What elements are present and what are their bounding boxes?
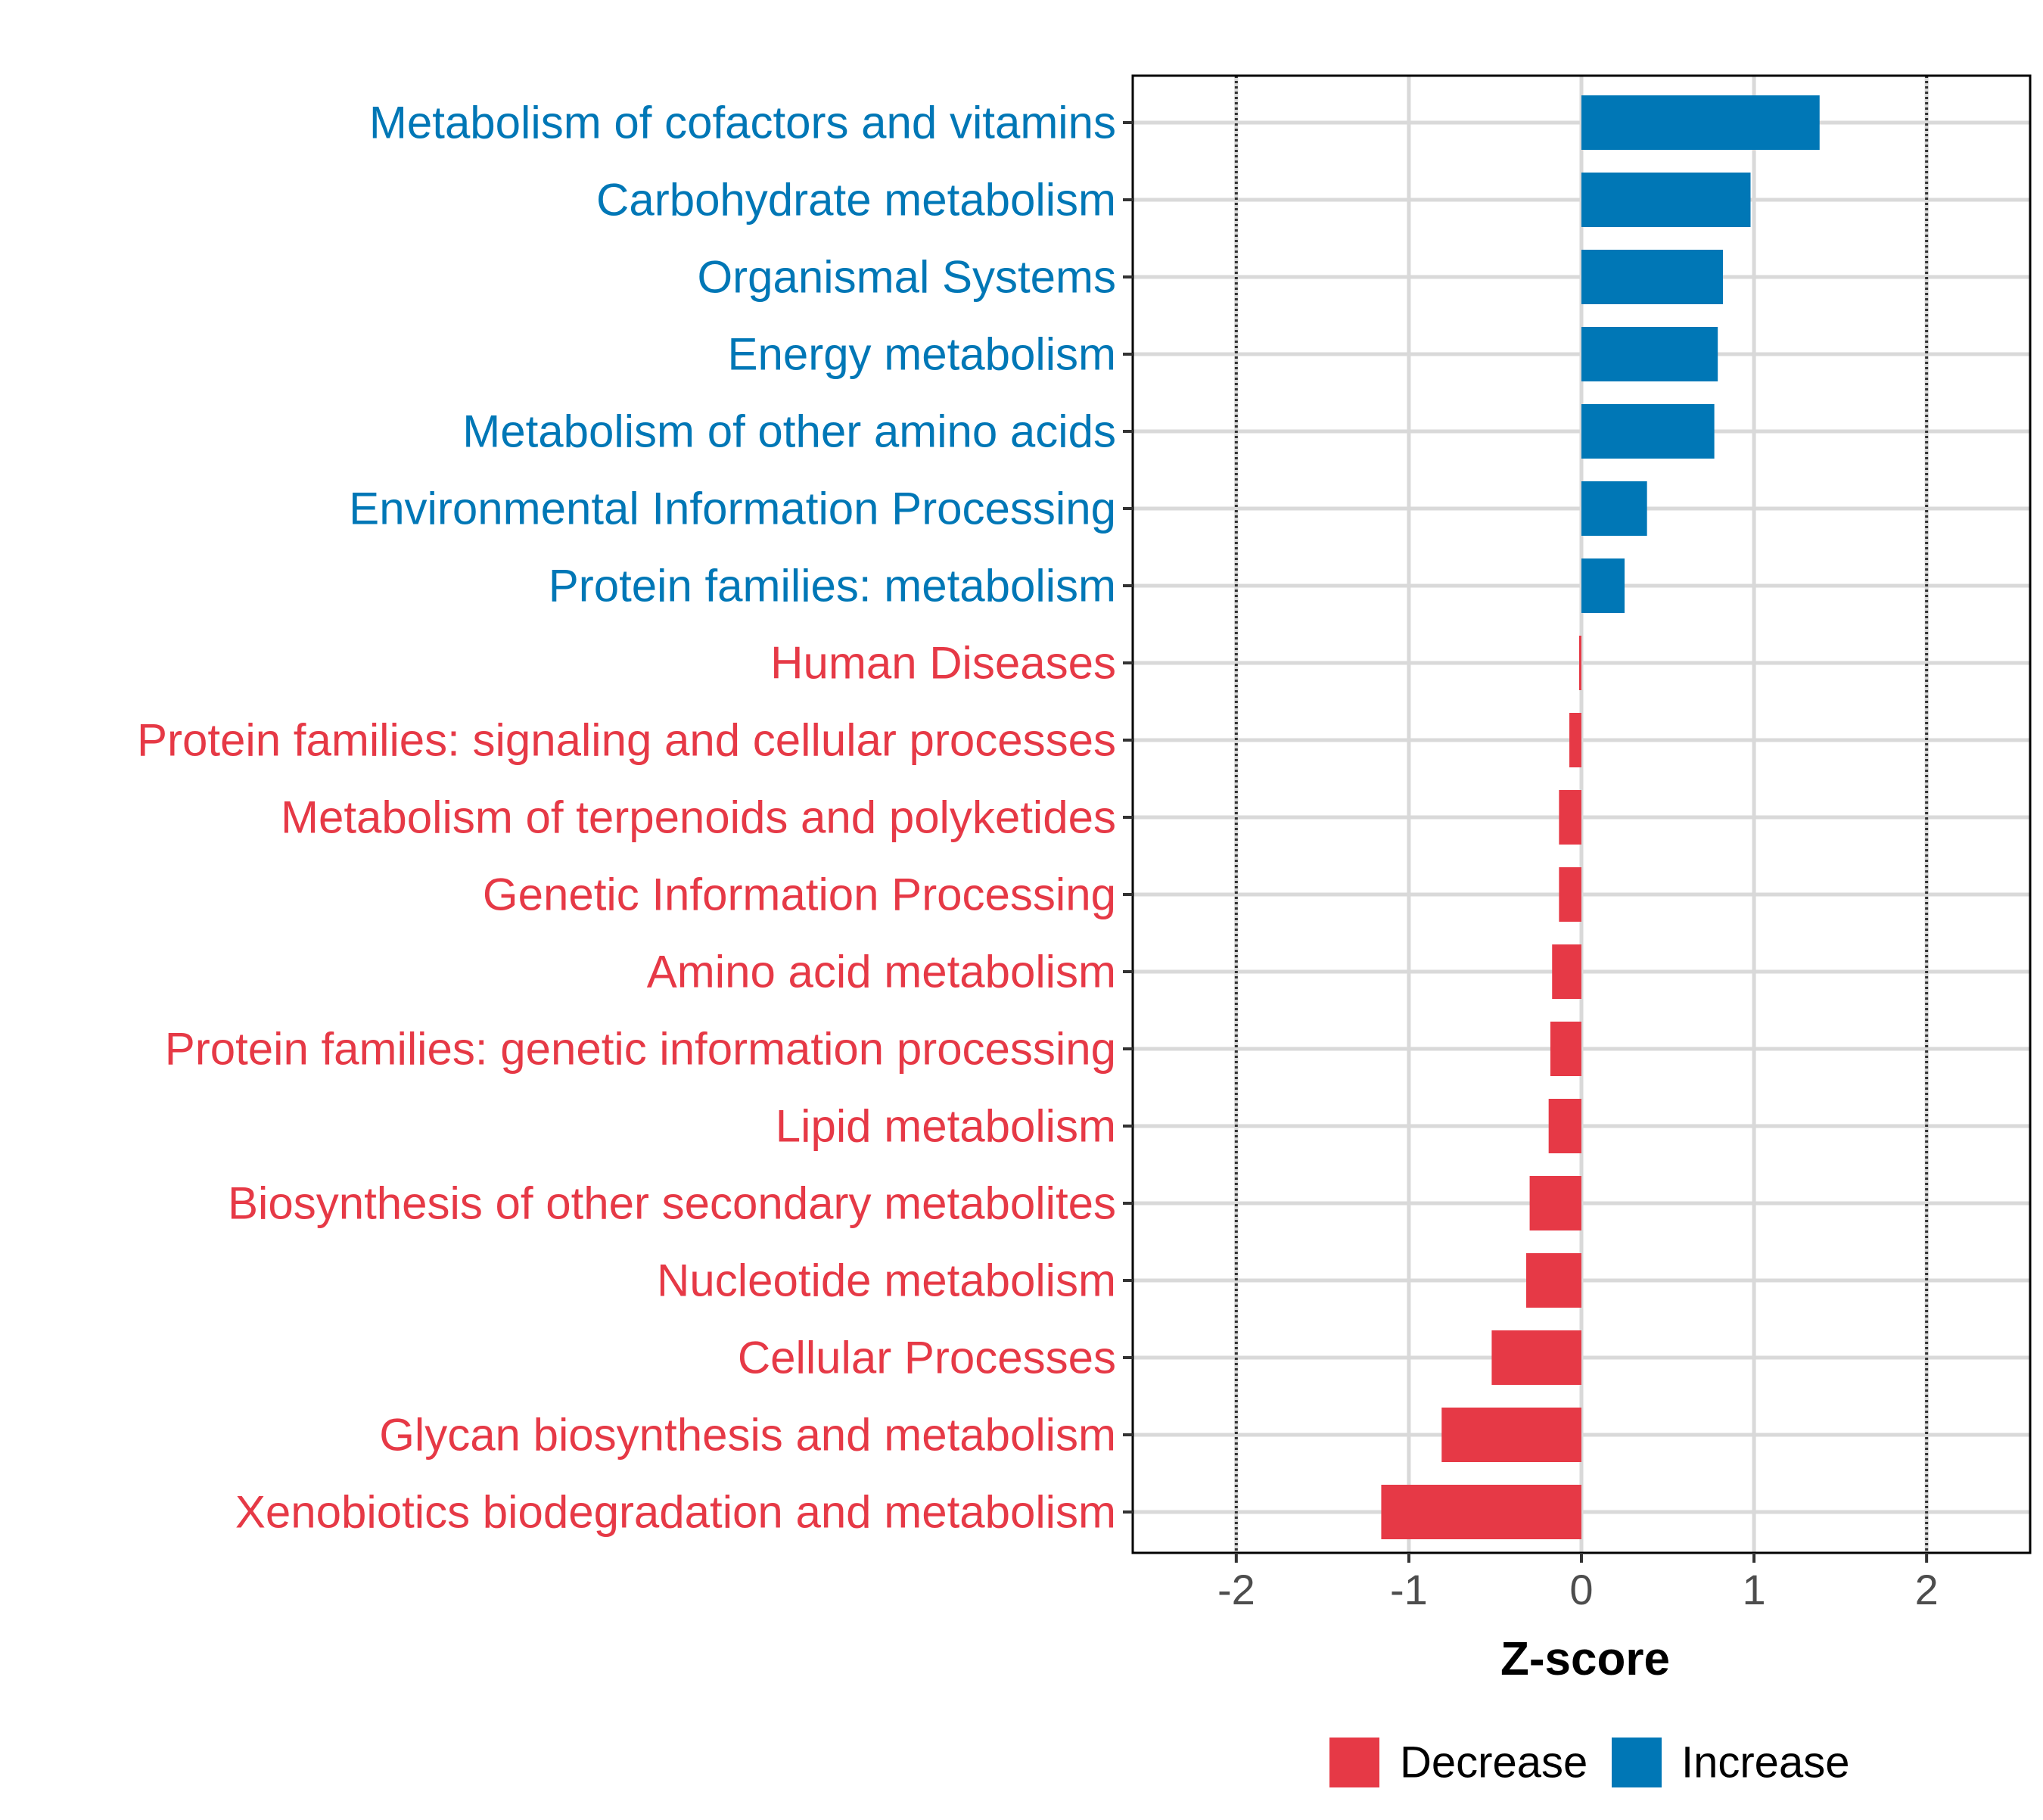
legend-key-decrease <box>1329 1738 1379 1787</box>
labels-layer: Metabolism of cofactors and vitamins Carb… <box>137 98 1116 1538</box>
bar-decrease <box>1552 944 1581 999</box>
bar-increase <box>1581 327 1718 381</box>
category-label: Xenobiotics biodegradation and metabolis… <box>235 1487 1116 1538</box>
category-label: Genetic Information Processing <box>483 870 1116 920</box>
category-label: Nucleotide metabolism <box>657 1255 1116 1306</box>
bar-decrease <box>1548 1099 1581 1153</box>
legend-label-increase: Increase <box>1681 1738 1849 1787</box>
category-label: Cellular Processes <box>738 1333 1116 1383</box>
bar-increase <box>1581 95 1820 150</box>
category-label: Amino acid metabolism <box>647 947 1116 997</box>
category-label: Protein families: signaling and cellular… <box>137 715 1116 766</box>
axis-layer: -2 -1 0 1 2 <box>1123 121 1939 1613</box>
bar-decrease <box>1569 713 1581 767</box>
x-tick-label: 1 <box>1742 1566 1765 1613</box>
legend: Decrease Increase <box>1329 1738 1849 1787</box>
bar-decrease <box>1579 636 1581 690</box>
category-label: Organismal Systems <box>698 252 1116 303</box>
bars-layer <box>1381 95 1820 1539</box>
category-label: Protein families: metabolism <box>549 561 1116 611</box>
category-label: Human Diseases <box>770 638 1116 689</box>
category-label: Environmental Information Processing <box>349 484 1116 534</box>
category-label: Protein families: genetic information pr… <box>165 1024 1116 1075</box>
category-label: Lipid metabolism <box>776 1101 1116 1152</box>
x-tick-label: 2 <box>1915 1566 1939 1613</box>
bar-decrease <box>1529 1176 1581 1230</box>
legend-label-decrease: Decrease <box>1400 1738 1587 1787</box>
category-label: Metabolism of other amino acids <box>462 406 1116 457</box>
bar-increase <box>1581 481 1647 536</box>
category-label: Carbohydrate metabolism <box>596 175 1116 226</box>
bar-increase <box>1581 173 1751 227</box>
legend-key-increase <box>1612 1738 1662 1787</box>
bar-decrease <box>1491 1330 1581 1385</box>
x-tick-label: 0 <box>1569 1566 1593 1613</box>
bar-decrease <box>1559 867 1581 922</box>
bar-decrease <box>1559 790 1581 845</box>
x-axis-title: Z-score <box>1500 1633 1670 1685</box>
category-label: Metabolism of terpenoids and polyketides <box>281 792 1116 843</box>
category-label: Biosynthesis of other secondary metaboli… <box>228 1178 1116 1229</box>
bar-increase <box>1581 404 1715 459</box>
bar-decrease <box>1526 1253 1581 1308</box>
bar-decrease <box>1550 1022 1581 1076</box>
bar-increase <box>1581 250 1724 304</box>
x-tick-label: -1 <box>1390 1566 1428 1613</box>
bar-decrease <box>1381 1485 1581 1539</box>
category-label: Metabolism of cofactors and vitamins <box>369 98 1116 148</box>
category-label: Energy metabolism <box>727 329 1116 380</box>
bar-decrease <box>1441 1408 1581 1462</box>
bar-increase <box>1581 558 1625 613</box>
category-label: Glycan biosynthesis and metabolism <box>379 1410 1116 1461</box>
x-tick-label: -2 <box>1217 1566 1255 1613</box>
